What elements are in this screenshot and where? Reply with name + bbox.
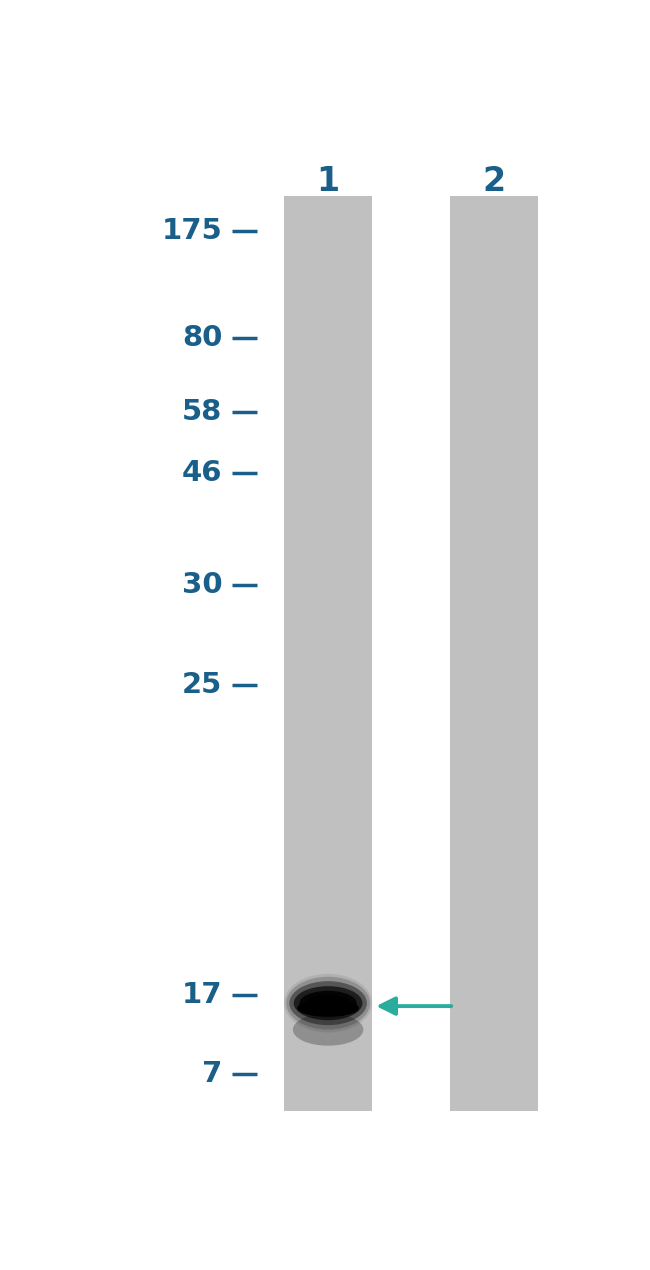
Text: 30: 30	[181, 570, 222, 598]
Text: 7: 7	[202, 1059, 222, 1087]
Text: 25: 25	[182, 672, 222, 700]
Bar	[450, 197, 538, 1111]
Text: 58: 58	[182, 398, 222, 425]
Text: 17: 17	[181, 982, 222, 1010]
Ellipse shape	[289, 982, 367, 1025]
Ellipse shape	[313, 997, 343, 1010]
Ellipse shape	[286, 977, 370, 1030]
Ellipse shape	[292, 1013, 363, 1045]
Text: 2: 2	[483, 165, 506, 198]
Text: 1: 1	[317, 165, 340, 198]
Ellipse shape	[306, 994, 350, 1012]
Bar	[284, 197, 372, 1111]
Ellipse shape	[300, 991, 357, 1016]
Ellipse shape	[294, 987, 363, 1020]
Text: 175: 175	[162, 217, 222, 245]
Text: 80: 80	[182, 324, 222, 352]
Ellipse shape	[297, 999, 359, 1017]
Ellipse shape	[284, 974, 372, 1033]
Text: 46: 46	[182, 460, 222, 488]
